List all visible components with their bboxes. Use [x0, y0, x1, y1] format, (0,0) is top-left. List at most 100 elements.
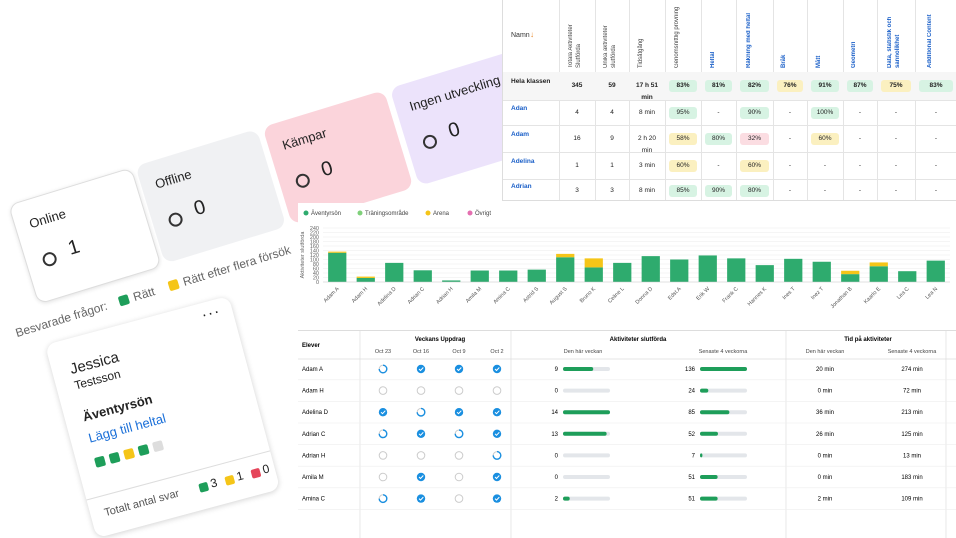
mission-empty [454, 494, 464, 503]
cell: 2 h 20 min [637, 134, 657, 154]
student-name: Adelina D [302, 410, 329, 416]
student-name: Amila M [302, 475, 324, 481]
cell: - [894, 161, 898, 169]
answer-square [122, 447, 136, 461]
time-value: 20 min [816, 367, 834, 373]
col-header: Mått [816, 55, 822, 68]
col-header: Namn [511, 32, 530, 39]
bar-segment [784, 258, 803, 282]
time-value: 0 min [818, 453, 833, 459]
results-table: Namn ↓ Totala Aktiviteter Slutförda Unika a… [502, 0, 956, 201]
bar-segment [698, 255, 717, 282]
bar-segment [328, 252, 347, 282]
activity-count: 14 [551, 410, 558, 416]
student-name: Amina C [302, 497, 326, 503]
bar-segment [442, 280, 461, 282]
bar-segment [812, 261, 831, 282]
mission-done [492, 364, 502, 374]
activity-bar [700, 410, 730, 415]
week-header: Oct 16 [413, 349, 429, 355]
activity-bar [700, 453, 703, 458]
bar-segment [898, 271, 917, 282]
overview-table: Elever Veckans Uppdrag Aktiviteter slutför… [298, 330, 956, 538]
status-icon [166, 210, 185, 229]
mission-progress [378, 429, 388, 439]
mission-done [416, 494, 426, 503]
mission-progress [378, 364, 388, 374]
bar-segment [527, 269, 546, 282]
time-value: 213 min [901, 410, 922, 416]
cell: 87% [847, 80, 873, 92]
mission-check [456, 410, 462, 415]
sort-arrow: ↓ [530, 30, 534, 39]
bar-track [563, 388, 610, 393]
sub-header: Den här veckan [806, 349, 845, 355]
x-tick-label: Amina C [493, 286, 512, 305]
time-value: 26 min [816, 432, 834, 438]
y-tick-label: 200 [310, 235, 319, 241]
cell: 3 [610, 187, 614, 194]
y-tick-label: 240 [310, 226, 319, 232]
status-icon [421, 133, 439, 151]
student-card[interactable]: ··· Jessica Testsson Äventyrsön Lägg till he… [45, 295, 281, 538]
bar-segment [385, 262, 404, 282]
cell: 32% [740, 132, 769, 145]
legend-label: Arena [433, 211, 450, 217]
mission-empty [454, 472, 464, 482]
x-tick-label: Erik W [695, 286, 711, 302]
cell: - [934, 108, 938, 116]
mission-done [454, 364, 464, 374]
mission-check [456, 367, 462, 372]
mission-check [494, 431, 500, 437]
row-line [503, 100, 956, 101]
mission-done [492, 429, 502, 438]
activity-count: 52 [688, 432, 695, 438]
cell: - [788, 187, 792, 194]
col-header: Unika aktiviteter slutförda [603, 25, 617, 68]
x-tick-label: Adelina D [377, 286, 398, 307]
activity-bar [563, 410, 610, 415]
sub-header: Den här veckan [564, 349, 603, 355]
student-name: Adam A [302, 367, 323, 373]
col-header: Heltal [709, 51, 716, 68]
col-header: Totala Aktiviteter Slutförda [568, 24, 582, 68]
answer-square [151, 440, 165, 453]
x-tick-label: Bruno K [579, 286, 598, 305]
group-header: Tid på aktiviteter [844, 336, 892, 343]
mission-done [492, 408, 502, 417]
bar-segment [584, 267, 603, 282]
cell: 80% [705, 132, 732, 145]
cell: 90% [705, 185, 732, 197]
bar-segment [727, 258, 746, 282]
row-name[interactable]: Adelina [511, 157, 535, 165]
mission-empty [378, 451, 388, 460]
mission-check [418, 431, 424, 437]
legend-swatch [357, 210, 363, 216]
row-name[interactable]: Adan [511, 104, 528, 112]
group-header: Aktiviteter slutförda [610, 337, 667, 343]
cell: - [858, 134, 862, 142]
row-name[interactable]: Adam [511, 130, 530, 138]
x-tick-label: Inez T [810, 286, 825, 301]
time-value: 2 min [818, 497, 833, 503]
overview: Elever Veckans Uppdrag Aktiviteter slutför… [298, 331, 956, 538]
y-tick-label: 220 [310, 231, 319, 237]
mission-check [494, 367, 500, 372]
answer-square [137, 443, 150, 457]
activity-count: 51 [688, 497, 695, 503]
mission-check [418, 496, 424, 501]
activity-count: 2 [555, 497, 559, 503]
x-tick-label: Lea N [925, 286, 940, 301]
x-tick-label: Ines T [782, 286, 797, 301]
mission-check [494, 410, 500, 415]
y-tick-label: 20 [313, 276, 319, 282]
cell: - [788, 161, 792, 169]
row-name[interactable]: Adrian [511, 183, 532, 190]
mission-empty [416, 386, 426, 395]
cell: 9 [610, 134, 614, 142]
week-header: Oct 23 [375, 349, 391, 355]
cell: - [788, 108, 792, 116]
y-tick-label: 0 [316, 280, 319, 286]
activity-count: 13 [551, 432, 558, 438]
status-card: Offline 0 [135, 128, 287, 264]
